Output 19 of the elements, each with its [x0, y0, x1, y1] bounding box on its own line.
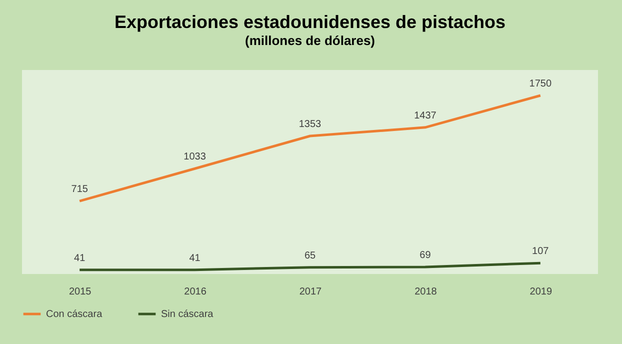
- chart-subtitle: (millones de dólares): [244, 33, 376, 48]
- data-label: 1033: [184, 152, 206, 163]
- x-tick-label: 2018: [414, 286, 438, 298]
- data-label: 41: [74, 252, 86, 264]
- data-label: 1437: [414, 110, 437, 122]
- data-label: 41: [189, 252, 201, 264]
- x-tick-label: 2019: [530, 286, 552, 298]
- data-label: 1353: [298, 118, 322, 130]
- x-tick-label: 2015: [68, 286, 92, 298]
- legend-label: Sin cáscara: [161, 309, 214, 320]
- data-label: 69: [420, 250, 432, 261]
- x-tick-label: 2016: [184, 286, 207, 298]
- x-tick-label: 2017: [299, 286, 322, 298]
- data-label: 715: [71, 184, 88, 196]
- data-label: 65: [304, 250, 316, 262]
- chart-title: Exportaciones estadounidenses de pistachos: [114, 12, 506, 32]
- data-label: 107: [532, 246, 550, 258]
- legend-label: Con cáscara: [46, 309, 103, 320]
- data-label: 1750: [529, 78, 552, 90]
